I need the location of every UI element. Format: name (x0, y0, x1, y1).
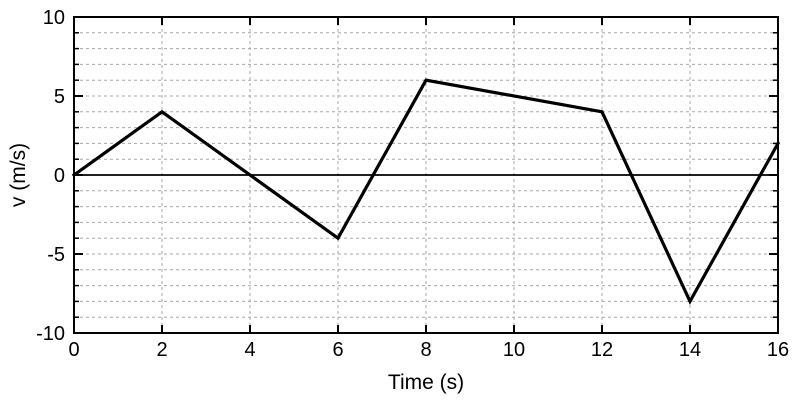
x-tick-label: 10 (503, 339, 525, 361)
x-tick-label: 4 (244, 339, 255, 361)
x-tick-label: 8 (420, 339, 431, 361)
y-axis-label: v (m/s) (7, 143, 30, 207)
x-tick-label: 14 (679, 339, 701, 361)
y-tick-label: 5 (54, 86, 65, 108)
y-tick-label: -5 (47, 244, 65, 266)
y-tick-label: 10 (43, 7, 65, 29)
y-tick-label: 0 (54, 165, 65, 187)
y-tick-label: -10 (36, 323, 65, 345)
x-tick-label: 12 (591, 339, 613, 361)
x-axis-label: Time (s) (388, 371, 464, 394)
x-tick-label: 6 (332, 339, 343, 361)
x-tick-label: 2 (156, 339, 167, 361)
x-tick-label: 0 (68, 339, 79, 361)
x-tick-label: 16 (767, 339, 789, 361)
data-line-velocity (71, 78, 781, 305)
